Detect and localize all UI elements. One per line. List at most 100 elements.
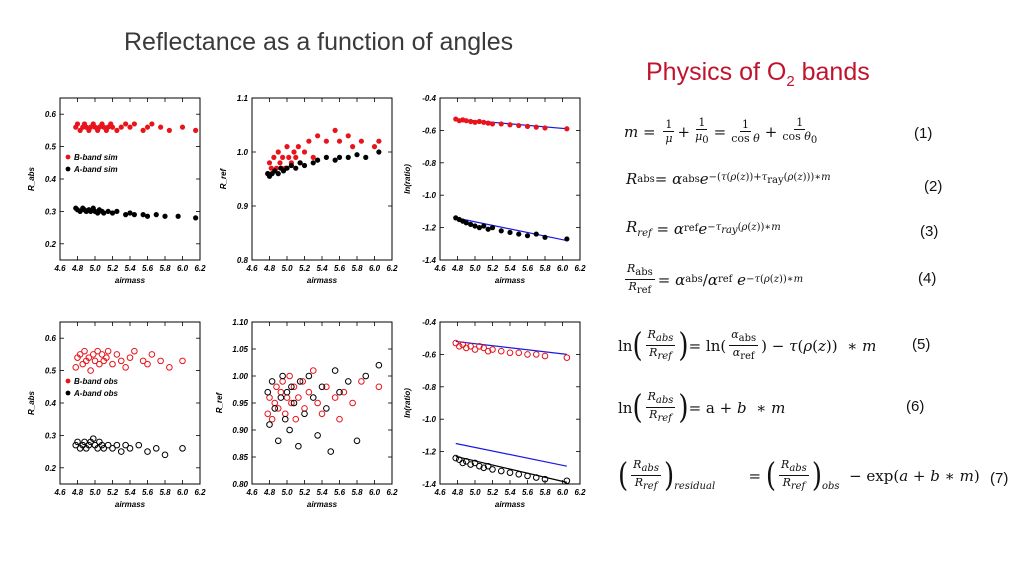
data-point (94, 445, 101, 452)
data-point (271, 405, 279, 412)
data-point (113, 351, 121, 358)
x-tick-label: 4.6 (245, 488, 258, 497)
data-point (484, 347, 492, 355)
data-point (109, 445, 116, 452)
data-point (318, 410, 326, 418)
data-point (349, 399, 356, 407)
equation-number-1: (1) (914, 125, 933, 142)
data-point (489, 121, 496, 127)
data-point (301, 405, 308, 412)
data-point (310, 154, 316, 160)
x-axis-label: airmass (115, 500, 146, 509)
data-point (542, 125, 548, 131)
data-point (109, 124, 116, 130)
data-point (109, 210, 116, 216)
data-point (135, 441, 143, 449)
data-point (480, 344, 488, 352)
data-point (118, 124, 124, 130)
data-point (144, 124, 151, 130)
data-point (161, 451, 169, 459)
data-point (485, 226, 491, 232)
data-point (127, 124, 133, 130)
charts-grid: 4.6 4.8 5.0 5.2 5.4 5.6 5.8 6.0 6.2 0.2 0.3 0.4 0.5 0… (27, 94, 586, 509)
x-axis-label: airmass (115, 276, 146, 285)
data-point (123, 121, 129, 127)
data-point (131, 347, 138, 355)
data-point (476, 118, 482, 125)
fit-line (455, 442, 567, 467)
x-tick-label: 4.8 (71, 488, 84, 497)
data-point (283, 394, 291, 401)
data-point (144, 448, 151, 455)
x-axis-label: airmass (307, 276, 338, 285)
data-point (315, 133, 321, 139)
data-point (291, 149, 297, 155)
chart-sim-lnratio: 4.6 4.8 5.0 5.2 5.4 5.6 5.8 6.0 6.2 -0.4 -0.6 -0.8 -… (403, 94, 586, 285)
y-axis-label: ln(ratio) (403, 388, 412, 418)
data-point (193, 127, 199, 133)
y-tick-label: -1.0 (422, 191, 436, 200)
y-axis-label: ln(ratio) (403, 164, 412, 194)
data-point (489, 466, 496, 473)
x-tick-label: 5.4 (124, 488, 136, 497)
data-point (81, 347, 88, 355)
data-point (89, 351, 97, 358)
data-point (114, 208, 120, 214)
data-point (563, 477, 571, 485)
data-point (350, 144, 356, 150)
data-point (305, 388, 313, 396)
y-tick-label: 0.4 (45, 175, 57, 184)
data-point (455, 343, 463, 350)
data-point (455, 456, 463, 464)
data-point (358, 378, 365, 385)
data-point (363, 154, 369, 160)
data-point (105, 208, 111, 214)
x-tick-label: 5.6 (522, 264, 534, 273)
y-tick-label: -0.6 (422, 350, 436, 359)
x-tick-label: 5.0 (469, 488, 481, 497)
y-axis-label: R_abs (27, 166, 36, 191)
x-tick-label: 5.4 (316, 488, 328, 497)
data-point (272, 168, 278, 174)
x-tick-label: 6.2 (386, 488, 398, 497)
data-point (476, 462, 483, 470)
data-point (376, 149, 382, 155)
data-point (295, 394, 302, 401)
data-point (507, 229, 513, 236)
data-point (290, 383, 298, 391)
data-point (288, 399, 295, 407)
data-point (295, 442, 302, 450)
equation-number-5: (5) (912, 336, 931, 353)
x-tick-label: 5.2 (299, 264, 311, 273)
x-tick-label: 4.8 (451, 264, 464, 273)
x-tick-label: 4.8 (263, 264, 276, 273)
data-point (85, 441, 93, 449)
data-point (268, 165, 274, 171)
x-tick-label: 5.8 (351, 488, 363, 497)
data-point (459, 341, 467, 348)
data-point (280, 168, 287, 174)
data-point (103, 354, 110, 361)
data-point (101, 210, 107, 216)
x-tick-label: 6.2 (386, 264, 398, 273)
x-tick-label: 5.8 (539, 264, 551, 273)
equation-number-7: (7) (990, 470, 1009, 487)
data-point (131, 121, 137, 127)
data-point (318, 383, 326, 391)
legend-label: B-band sim (74, 153, 118, 162)
y-tick-label: 0.5 (45, 143, 57, 152)
y-tick-label: 0.9 (237, 202, 249, 211)
data-point (323, 383, 330, 391)
data-point (296, 378, 304, 385)
data-point (541, 475, 549, 483)
fit-line (455, 455, 568, 483)
data-point (127, 210, 133, 216)
data-point (266, 394, 273, 401)
data-point (283, 388, 291, 396)
data-point (532, 351, 540, 358)
data-point (331, 394, 339, 401)
y-tick-label: 0.2 (45, 464, 57, 473)
data-point (542, 234, 548, 240)
data-point (489, 346, 496, 353)
data-point (314, 432, 321, 439)
